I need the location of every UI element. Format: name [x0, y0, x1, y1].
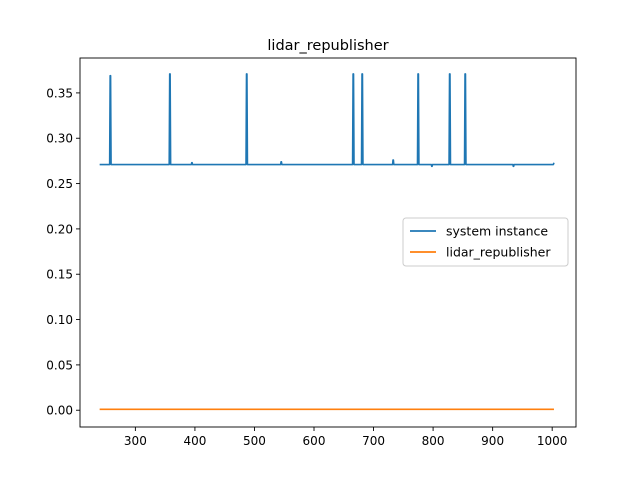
x-tick-label: 700: [362, 434, 385, 448]
x-tick-label: 300: [124, 434, 147, 448]
x-tick-label: 500: [243, 434, 266, 448]
axes-layer: 300 400 500 600 700 800 900 1000 0.00 0.05 0.10 0.1…: [46, 57, 577, 448]
series-layer: [99, 73, 555, 411]
x-tick-label: 900: [481, 434, 504, 448]
plot-frame: [79, 57, 577, 428]
y-tick-label: 0.10: [46, 313, 73, 327]
legend: system instance lidar_republisher: [402, 217, 569, 267]
y-tick-label: 0.25: [46, 177, 73, 191]
y-tick-label: 0.20: [46, 222, 73, 236]
x-tick-label: 600: [303, 434, 326, 448]
x-tick-label: 400: [183, 434, 206, 448]
series-line-0: [99, 73, 555, 168]
chart-title: lidar_republisher: [267, 38, 388, 54]
legend-box: [402, 217, 569, 267]
x-tick-label: 800: [422, 434, 445, 448]
y-tick-label: 0.05: [46, 358, 73, 372]
legend-label-0: system instance: [446, 224, 548, 239]
y-tick-label: 0.30: [46, 132, 73, 146]
y-tick-label: 0.00: [46, 404, 73, 418]
legend-label-1: lidar_republisher: [446, 245, 551, 260]
y-tick-label: 0.35: [46, 86, 73, 100]
x-tick-label: 1000: [537, 434, 568, 448]
y-tick-label: 0.15: [46, 268, 73, 282]
